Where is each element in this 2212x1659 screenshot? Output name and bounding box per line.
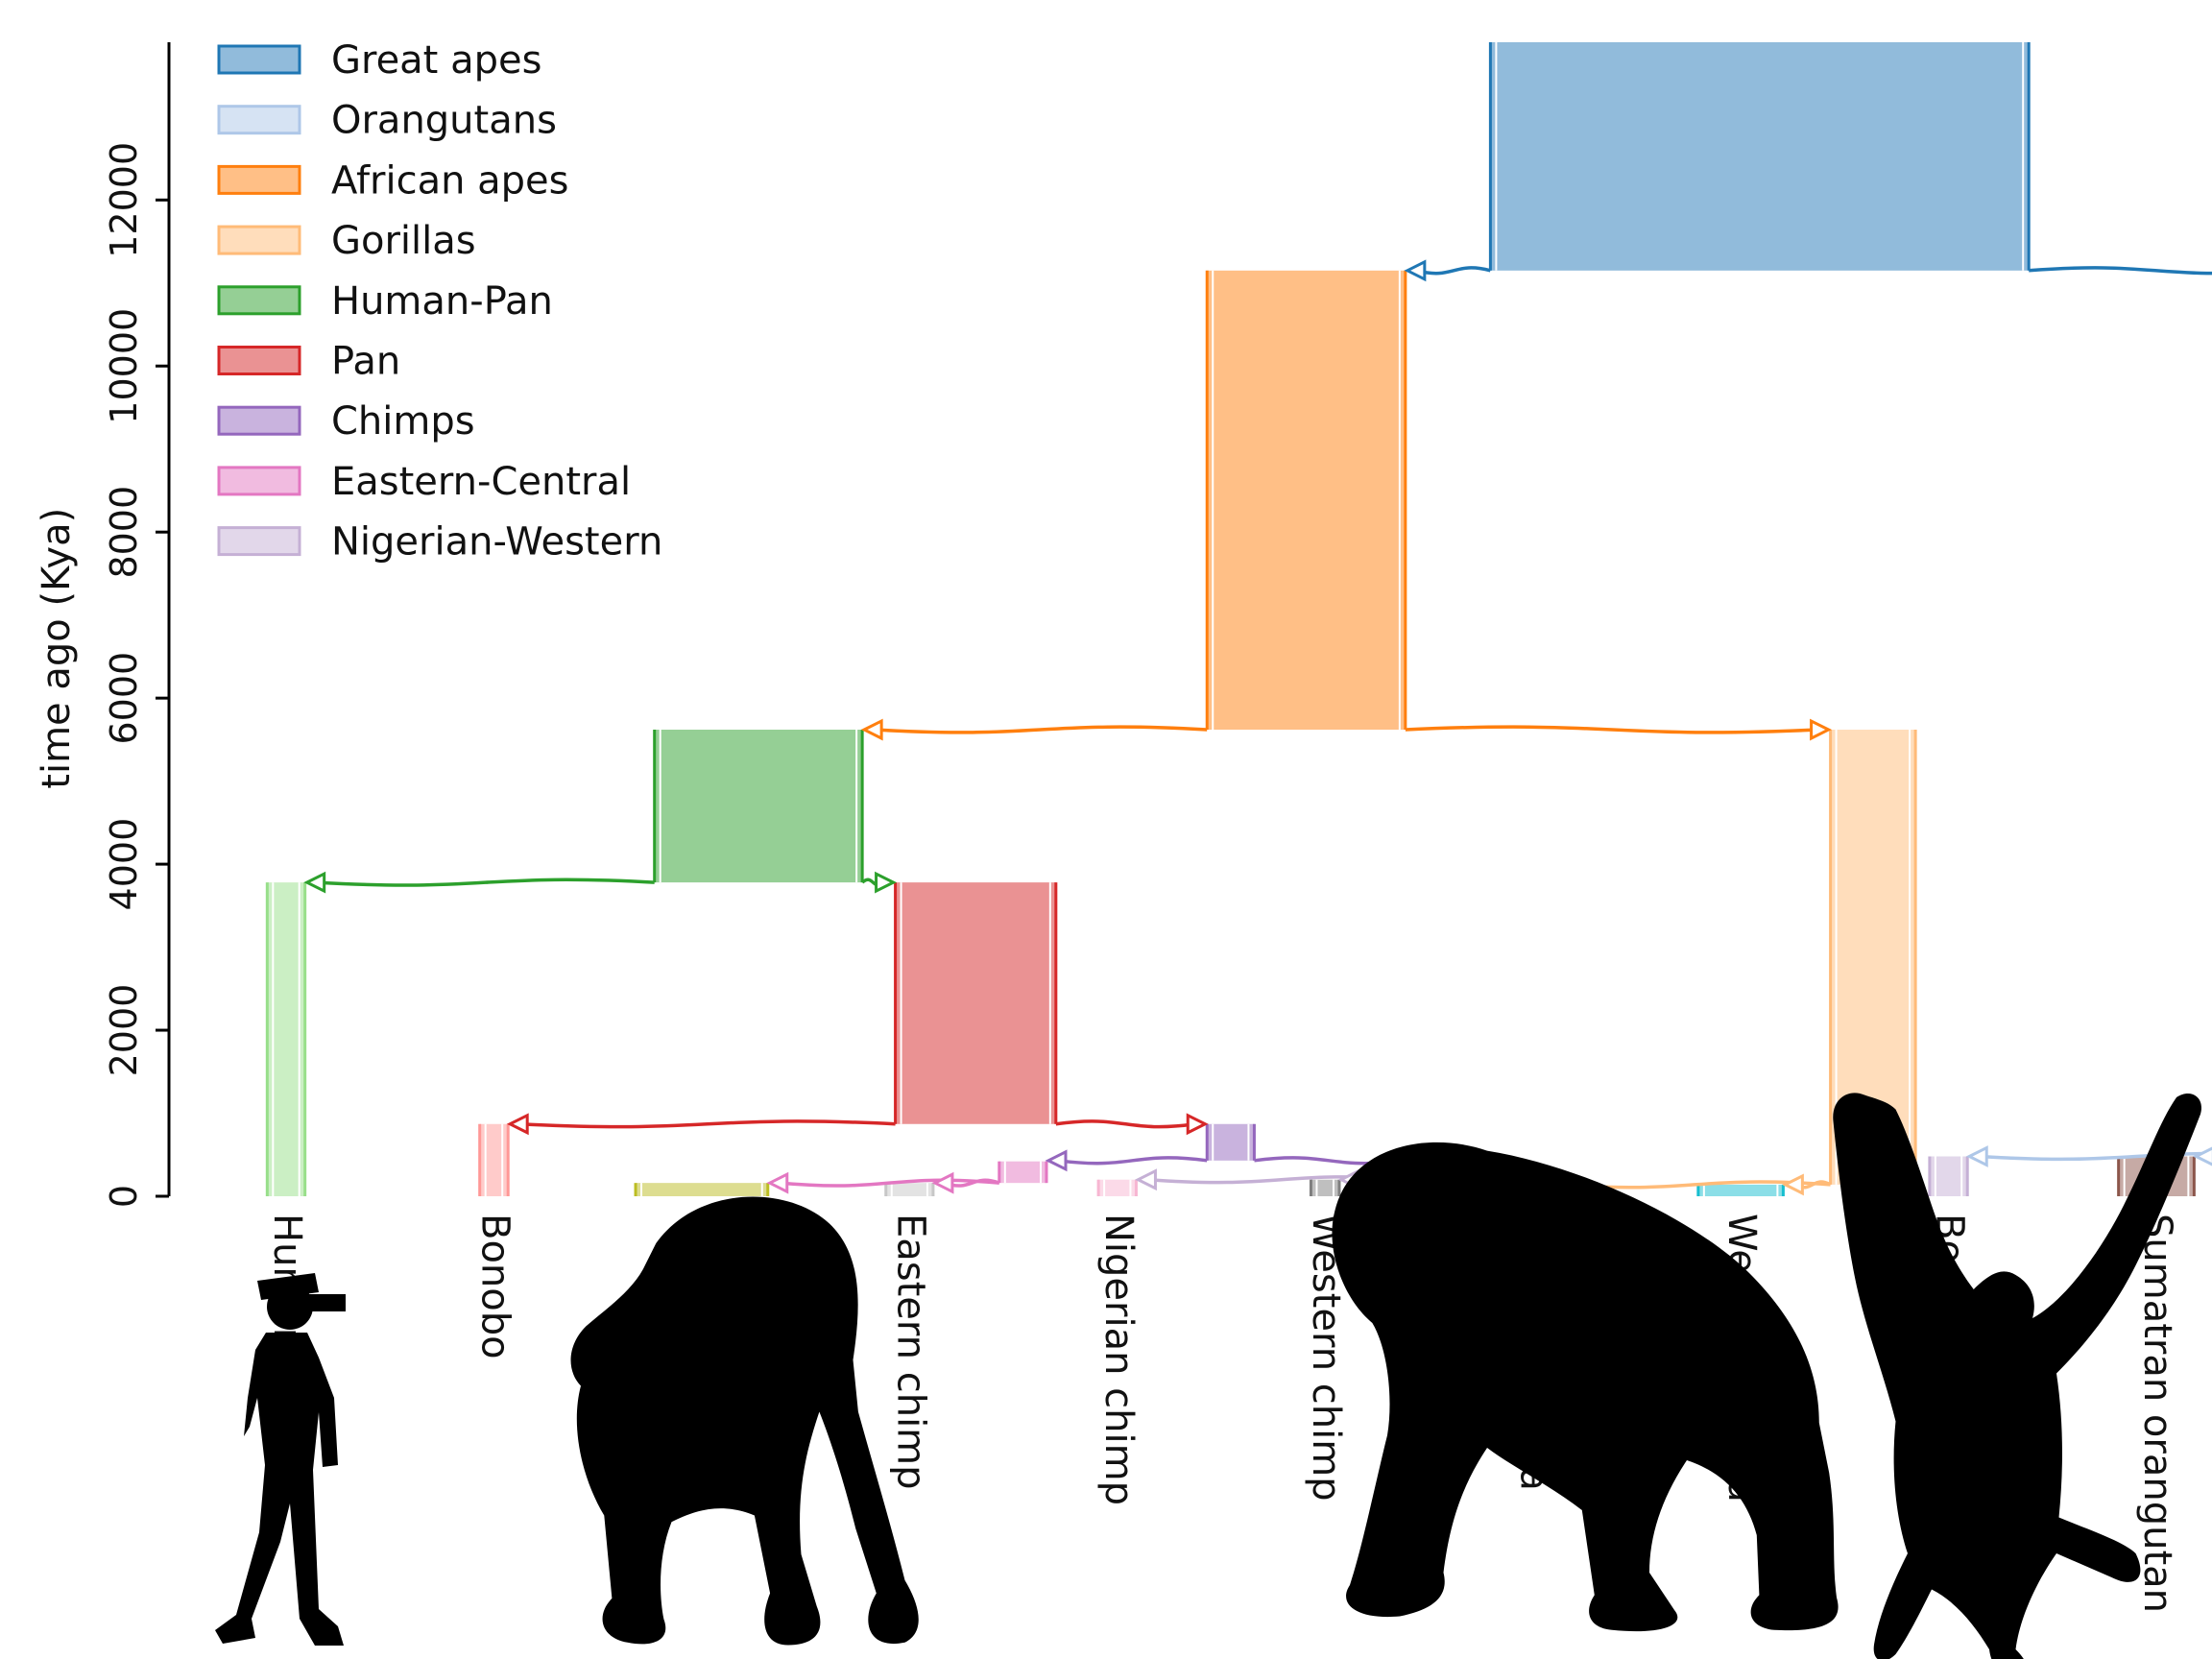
legend-label-gorillas: Gorillas (331, 219, 476, 263)
split-connector-eastern-central (1057, 1156, 1208, 1166)
species-label-sumatran-orangutan: Sumatran orangutan (2135, 1214, 2179, 1613)
legend-swatch-nigerian-western (217, 526, 301, 557)
legend-label-eastern-central: Eastern-Central (331, 460, 631, 504)
split-connector-bonobo (519, 1119, 896, 1129)
legend-swatch-human-pan (217, 285, 301, 316)
y-tick-label: 10000 (103, 308, 145, 424)
split-connector-human (316, 878, 655, 887)
legend-swatch-chimps (217, 405, 301, 436)
legend-label-human-pan: Human-Pan (331, 279, 553, 324)
species-label-bonobo: Bonobo (472, 1214, 517, 1359)
y-axis-label: time ago (Kya) (35, 508, 79, 789)
legend-label-great-apes: Great apes (331, 38, 541, 83)
split-arrowhead (1810, 718, 1832, 741)
split-arrowhead (860, 718, 883, 741)
legend-swatch-eastern-central (217, 466, 301, 496)
population-nigerian-chimp (1098, 1179, 1137, 1196)
legend-label-pan: Pan (331, 340, 400, 384)
split-arrowhead (1135, 1168, 1157, 1191)
species-label-eastern-chimp: Eastern chimp (888, 1214, 932, 1490)
legend-swatch-orangutans (217, 105, 301, 135)
population-chimps (1207, 1123, 1255, 1161)
y-tick-label: 0 (103, 1185, 145, 1208)
species-label-nigerian-chimp: Nigerian chimp (1096, 1214, 1141, 1505)
population-western-gorilla (1697, 1184, 1784, 1196)
legend-swatch-great-apes (217, 44, 301, 75)
split-arrowhead (2193, 1146, 2212, 1166)
split-arrowhead (303, 871, 326, 894)
split-connector-gorillas (1405, 725, 1819, 734)
silhouettes (215, 1093, 2201, 1659)
split-connector-central-chimp (779, 1178, 999, 1188)
split-arrowhead (1186, 1113, 1209, 1136)
population-great-apes (1490, 42, 2030, 271)
population-african-apes (1207, 270, 1406, 731)
chimpanzee-silhouette (570, 1196, 919, 1646)
y-tick-label: 8000 (103, 486, 145, 579)
split-arrowhead (1965, 1145, 1988, 1167)
split-arrowhead (506, 1113, 529, 1136)
split-arrowhead (1404, 259, 1427, 282)
split-connector-african-apes (1416, 266, 1491, 276)
population-central-chimp (636, 1183, 768, 1196)
legend-label-nigerian-western: Nigerian-Western (331, 520, 662, 565)
legend-swatch-gorillas (217, 225, 301, 255)
y-tick-label: 4000 (103, 818, 145, 911)
population-eastern-central (998, 1161, 1046, 1184)
population-western-chimp (1310, 1179, 1339, 1196)
population-bonobo (479, 1123, 509, 1196)
legend-swatch-pan (217, 346, 301, 375)
split-arrowhead (766, 1171, 789, 1194)
populations (265, 42, 2196, 1196)
split-connector-orangutans (2029, 266, 2212, 276)
population-eastern-chimp (885, 1183, 933, 1196)
y-tick-label: 6000 (103, 652, 145, 745)
split-arrowhead (931, 1171, 954, 1194)
legend-label-chimps: Chimps (331, 399, 475, 444)
split-arrowhead (875, 871, 897, 894)
y-tick-label: 2000 (103, 984, 145, 1077)
population-pan (895, 882, 1056, 1124)
legend-label-african-apes: African apes (331, 158, 569, 203)
legend-label-orangutans: Orangutans (331, 99, 557, 143)
legend-swatch-african-apes (217, 164, 301, 195)
split-connector-bornean-orangutan (1979, 1151, 2212, 1162)
split-arrowhead (1782, 1173, 1804, 1196)
y-tick-label: 12000 (103, 142, 145, 258)
split-connector-chimps (1055, 1119, 1196, 1129)
population-human-pan (654, 730, 863, 883)
legend: Great apes Orangutans African apes Gorillas… (217, 38, 662, 565)
y-axis: 0 2000 4000 6000 8000 10000 12000 time ago (Kya… (35, 42, 171, 1208)
split-arrowhead (1045, 1149, 1068, 1172)
split-connector-human-pan (874, 725, 1208, 734)
